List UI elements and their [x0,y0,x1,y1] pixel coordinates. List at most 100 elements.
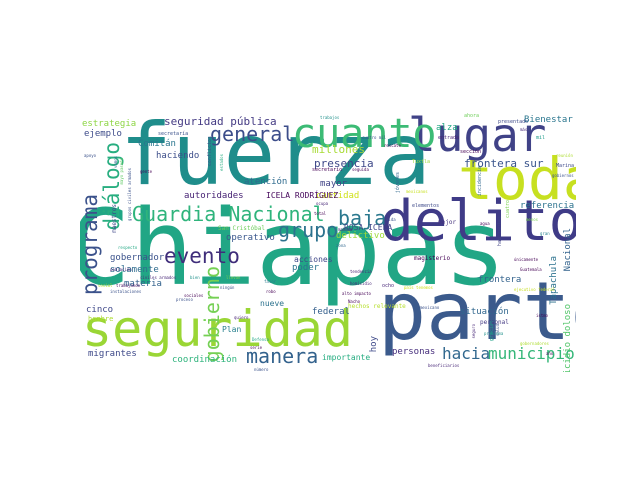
word-autoridades: autoridades [184,191,244,201]
word-personas: personas [392,347,436,357]
word-importante: importante [322,353,371,362]
word-serie: serie [250,345,263,350]
word-hoy: hoy [369,336,379,353]
word-alza: alza [436,123,458,133]
word-elementos: elementos [412,203,440,209]
word-estados: estados [219,154,224,171]
word-tuxtla: Tuxtla [412,159,431,165]
word-secretaria: secretaría [158,131,189,137]
word-gente: gente [140,169,153,174]
word-programa: programa [80,194,102,296]
word-hacia: hacia [442,344,491,363]
word-icela-rodriguez: ICELA RODRÍGUEZ [266,191,339,200]
word-federal: federal [312,307,350,317]
word-maestros: maestros [111,204,118,233]
word-cuatro: cuatro [505,200,511,219]
word-ejemplo: ejemplo [84,129,122,139]
word-mas: más [520,127,528,132]
word-poder: poder [292,263,320,273]
word-referencia: referencia [520,201,575,211]
word-nueve: nueve [260,299,285,308]
word-rosa-icela: ROSA ICELA [344,223,393,232]
word-guardia-nacional: Guardia Nacional [132,202,325,226]
word-nacho: Nacho [348,299,361,304]
word-trabajos: trabajos [320,115,340,120]
word-magisterio: magisterio [414,255,451,262]
word-poblacion: población [110,267,132,272]
word-comitan: Comitán [138,139,176,149]
word-quiero: quiero [234,315,249,320]
word-seccion: sección [460,149,482,155]
word-lugar: lugar [408,108,547,162]
word-delictivo: delictivo [336,231,385,241]
word-tapachula: Tapachula [549,256,559,305]
word-alto-impacto: alto impacto [342,291,371,296]
word-ejecutivo-federal: ejecutivo federal [514,287,555,292]
word-civiles-armados: civiles armados [140,275,177,280]
word-coordinacion: coordinación [172,355,238,365]
word-seguida: seguida [352,167,369,172]
word-gobernadores: gobernadores [520,341,549,346]
word-beneficiarios: beneficiarios [428,363,460,368]
word-ano: año [546,351,554,356]
word-chiapas: Chiapas [80,187,507,309]
word-cuatro-mil: cuatro mil [362,135,387,140]
word-baja: baja [338,206,387,230]
word-reunion: reunión [556,153,573,158]
word-hechos-relevante: hechos relevante [348,303,406,310]
word-mexicano: mexicano [420,305,440,310]
word-rescate: rescate [384,143,401,148]
word-favor: favor [264,279,277,284]
word-vida: vida [386,217,396,222]
word-robo: robo [266,289,276,294]
word-cinco: cinco [86,305,114,315]
word-operativo: operativo [226,233,275,243]
word-gobernador: gobernador [110,253,165,263]
word-haciendo: haciendo [156,151,200,161]
word-general: general [210,122,295,146]
word-san-cristobal: San Cristóbal [218,225,265,232]
word-grupo: grupo [278,218,339,242]
word-social: social [98,283,113,288]
word-marina: Marina [556,163,575,169]
word-frontera: frontera [478,275,522,285]
word-seguridad: seguridad [82,300,353,358]
word-grupos-civiles-armados: grupos civiles armados [127,168,132,221]
word-bien: bien [190,275,200,280]
word-ocupa: ocupa [316,201,329,206]
word-frontera-sur: frontera sur [464,157,544,170]
word-ahora: ahora [464,113,480,119]
word-proceso: proceso [176,297,193,302]
word-total: total [314,211,327,216]
word-seguridad-publica: seguridad pública [164,115,277,128]
word-plan: Plan [222,325,242,334]
word-millones: millones [312,143,365,156]
word-cloud: Chiapas fuerza parte seguridad delito to… [80,108,576,372]
word-cantidad: cantidad [316,191,360,201]
word-personal: personal [480,319,509,326]
word-nacional: Nacional [563,228,573,272]
word-homicidio: homicidio [350,281,372,286]
word-habitantes: habitantes [497,216,503,247]
word-mexicanos: mexicanos [406,189,428,194]
word-evento: evento [164,244,240,268]
word-estrategia: estrategia [82,119,137,129]
word-mejor: mejor [438,219,457,226]
word-numero: número [254,367,269,372]
word-bienestar: Bienestar [524,115,573,125]
word-materia: materia [124,279,162,289]
word-mayo-pasado: mayo pasado [119,158,124,185]
word-toda: toda [458,145,576,213]
word-delito: delito [380,189,576,254]
word-migrantes: migrantes [88,349,137,359]
word-municipio: municipio [488,344,575,363]
word-gobierno: gobierno [200,266,224,363]
word-defensa: Defensa [252,337,269,342]
word-atencion: atención [244,177,288,187]
word-respecto: respecto [118,245,138,250]
word-zona: zona [336,243,346,248]
word-apoyo: apoyo [84,153,97,158]
word-secretario: secretario [312,167,343,173]
word-conflictos: conflictos [207,136,213,167]
word-agua: agua [480,221,490,226]
